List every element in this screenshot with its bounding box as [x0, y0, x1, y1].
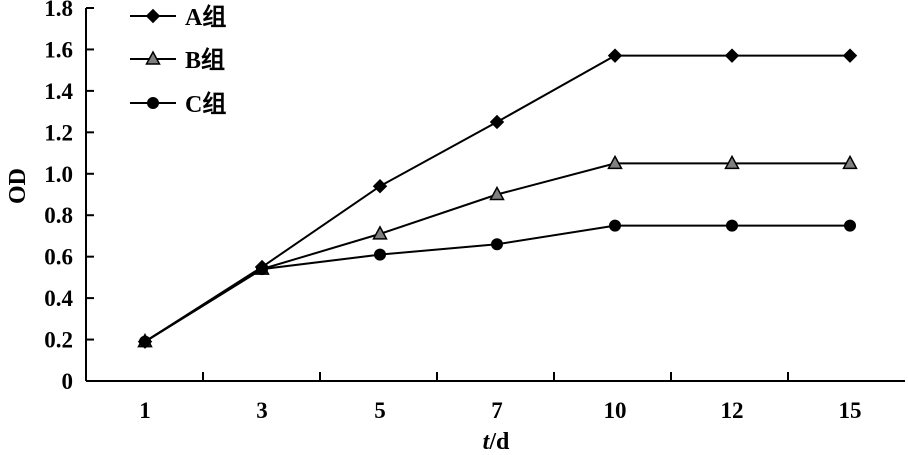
- axes: [85, 8, 905, 382]
- y-tick-label: 0.4: [44, 286, 73, 311]
- data-point: [374, 248, 386, 261]
- data-point: [372, 225, 388, 240]
- x-tick-label: 1: [139, 398, 151, 423]
- x-tick-label: 3: [256, 398, 268, 423]
- legend-label: A组: [185, 4, 226, 31]
- data-point: [609, 219, 621, 232]
- y-tick-label: 1.2: [44, 120, 73, 145]
- legend-item: C组: [130, 91, 226, 118]
- legend-label: C组: [185, 91, 226, 118]
- data-point: [724, 154, 740, 170]
- series-1: [137, 154, 858, 348]
- data-point: [726, 219, 738, 232]
- x-tick-label: 12: [721, 398, 744, 423]
- legend-item: A组: [130, 4, 226, 31]
- x-tick-label: 5: [374, 398, 386, 423]
- data-point: [844, 219, 856, 232]
- x-axis-title: t/d: [483, 429, 510, 455]
- x-tick-label: 10: [604, 398, 627, 423]
- y-tick-label: 1.4: [44, 79, 73, 104]
- legend-item: B组: [130, 47, 225, 74]
- data-point: [372, 179, 388, 194]
- y-tick-label: 0: [62, 369, 74, 394]
- legend-marker: [145, 50, 161, 65]
- data-point: [724, 48, 740, 63]
- legend-marker: [147, 97, 159, 109]
- legend: A组 B组 C组: [130, 4, 226, 118]
- series-layer: [137, 48, 858, 349]
- x-axis-ticks: 1 3 5 7 10 12 15: [139, 372, 862, 423]
- x-tick-label: 15: [839, 398, 862, 423]
- data-point: [139, 335, 151, 348]
- x-axis-title-italic: t: [483, 429, 491, 455]
- data-point: [842, 48, 858, 63]
- data-point: [489, 185, 505, 201]
- y-tick-label: 1.8: [44, 0, 73, 21]
- x-tick-label: 7: [491, 398, 503, 423]
- x-axis-title-unit: /d: [488, 429, 510, 455]
- legend-marker: [145, 8, 161, 24]
- y-axis-ticks: 0 0.2 0.4 0.6 0.8 1.0 1.2 1.4 1.6 1.8: [44, 0, 94, 394]
- y-tick-label: 0.2: [44, 328, 73, 353]
- data-point: [489, 114, 505, 130]
- y-tick-label: 0.6: [44, 245, 73, 270]
- data-point: [842, 154, 858, 170]
- data-point: [607, 48, 623, 63]
- data-point: [607, 154, 623, 170]
- data-point: [491, 238, 503, 251]
- data-point: [256, 263, 268, 276]
- series-2: [139, 219, 856, 348]
- y-tick-label: 1.0: [44, 162, 73, 187]
- y-axis-title: OD: [5, 168, 31, 204]
- legend-label: B组: [185, 47, 225, 74]
- y-tick-label: 0.8: [44, 203, 73, 228]
- y-tick-label: 1.6: [44, 37, 73, 62]
